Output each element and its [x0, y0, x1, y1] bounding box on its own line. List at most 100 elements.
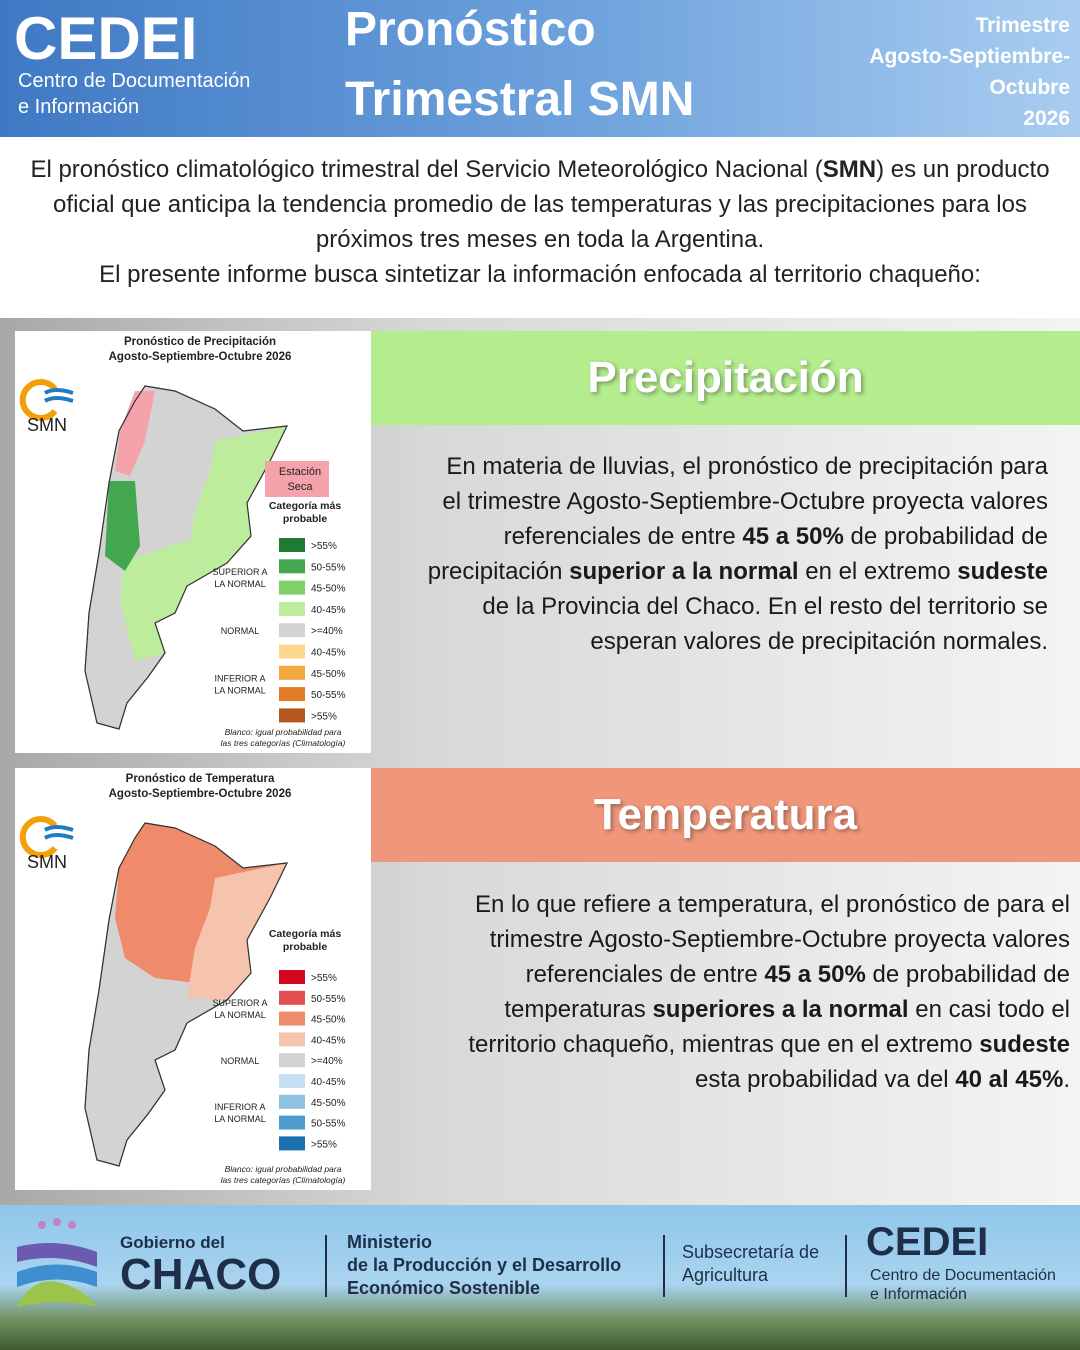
legend-label: >=40% [311, 1056, 343, 1067]
legend-label: >55% [311, 711, 337, 722]
cedei-subtitle: Centro de Documentación [870, 1267, 1056, 1284]
map-title: Agosto-Septiembre-Octubre 2026 [109, 351, 292, 363]
category-label: SUPERIOR A [212, 567, 267, 577]
category-label: INFERIOR A [214, 673, 265, 683]
legend-swatch [279, 601, 305, 616]
map-title: Pronóstico de Temperatura [126, 773, 275, 785]
legend-swatch [279, 1053, 305, 1068]
country-outline [84, 822, 289, 1167]
intro-paragraph: El presente informe busca sintetizar la … [20, 257, 1060, 292]
legend-label: 40-45% [311, 1035, 346, 1046]
legend-swatch [279, 665, 305, 680]
category-label: INFERIOR A [214, 1102, 265, 1112]
smn-logo-wave [43, 825, 74, 840]
legend-swatch [279, 1094, 305, 1109]
emphasis: SMN [822, 156, 877, 183]
section-body: En lo que refiere a temperatura, el pron… [440, 887, 1070, 1097]
ministry: de la Producción y el Desarrollo [347, 1255, 622, 1275]
legend-title: probable [283, 941, 327, 953]
footnote: las tres categorías (Climatología) [221, 1175, 346, 1185]
period-line: Trimestre [975, 14, 1070, 37]
legend-label: >=40% [311, 626, 343, 637]
legend-label: 50-55% [311, 1119, 346, 1130]
legend-label: 45-50% [311, 584, 346, 595]
legend-title: Categoría más [269, 500, 342, 512]
category-label: LA NORMAL [214, 1010, 266, 1020]
emphasis: sudeste [957, 558, 1048, 585]
section-title: Temperatura [593, 790, 858, 839]
gov-logo [17, 1218, 97, 1307]
text-run: de probabilidad de temperaturas [504, 961, 1070, 1023]
map-title: Agosto-Septiembre-Octubre 2026 [109, 788, 292, 800]
category-label: LA NORMAL [214, 579, 266, 589]
country-outline [84, 385, 289, 730]
footnote: Blanco: igual probabilidad para [225, 1164, 342, 1174]
divider [663, 1235, 665, 1297]
text-run: en el extremo [798, 558, 958, 585]
smn-logo-wave [43, 388, 74, 403]
header: CEDEI Centro de Documentación e Informac… [0, 0, 1080, 137]
divider [325, 1235, 327, 1297]
text-run: de la Provincia del Chaco. En el resto d… [482, 593, 1048, 655]
legend-label: >55% [311, 973, 337, 984]
smn-logo-arc [19, 816, 58, 858]
category-label: SUPERIOR A [212, 998, 267, 1008]
emphasis: sudeste [979, 1031, 1070, 1058]
note-text: Estación [279, 466, 321, 478]
legend-swatch [279, 708, 305, 723]
emphasis: superiores a la normal [652, 996, 909, 1023]
logo-subtitle: Centro de Documentación [18, 70, 251, 92]
legend-swatch [279, 623, 305, 638]
legend-swatch [279, 687, 305, 702]
legend-label: 50-55% [311, 562, 346, 573]
legend-swatch [279, 1136, 305, 1151]
legend-swatch [279, 1074, 305, 1088]
emphasis: 45 a 50% [764, 961, 866, 988]
divider [845, 1235, 847, 1297]
legend-label: 40-45% [311, 648, 346, 659]
category-label: LA NORMAL [214, 685, 266, 695]
legend-label: >55% [311, 541, 337, 552]
period-line: Agosto-Septiembre- [869, 45, 1070, 68]
region [105, 481, 140, 571]
text-run: En lo que refiere a temperatura, el pron… [474, 891, 1070, 988]
legend-swatch [279, 644, 305, 659]
map-logo: SMN [27, 415, 67, 435]
legend-label: 45-50% [311, 1098, 346, 1109]
text-run: ) es un producto oficial que anticipa la… [53, 156, 1050, 253]
category-label: NORMAL [221, 626, 260, 636]
footnote: Blanco: igual probabilidad para [225, 727, 342, 737]
section-body: En materia de lluvias, el pronóstico de … [425, 449, 1048, 659]
logo-subtitle: e Información [18, 96, 140, 118]
text-run: En materia de lluvias, el pronóstico de … [442, 453, 1048, 550]
note-text: Seca [287, 481, 313, 493]
emphasis: 45 a 50% [742, 523, 844, 550]
logo-name: CEDEI [14, 5, 198, 72]
map-figure: Pronóstico de Temperatura Agosto-Septiemb… [15, 768, 371, 1190]
legend-swatch [279, 990, 305, 1005]
legend-label: 45-50% [311, 1015, 346, 1026]
period-line: 2026 [1023, 107, 1070, 130]
legend-label: 45-50% [311, 669, 346, 680]
region [187, 863, 287, 1000]
text-run: . [1063, 1066, 1070, 1093]
map-title: Pronóstico de Precipitación [124, 336, 276, 348]
subsecretary: Agricultura [682, 1265, 769, 1285]
map-logo: SMN [27, 852, 67, 872]
text-run: El pronóstico climatológico trimestral d… [30, 156, 823, 183]
legend-swatch [279, 1115, 305, 1130]
text-run: de probabilidad de precipitación [427, 523, 1048, 585]
legend-label: 50-55% [311, 994, 346, 1005]
footer [0, 1205, 1080, 1350]
gov-name: CHACO [120, 1250, 282, 1299]
legend-swatch [279, 1032, 305, 1047]
ministry: Económico Sostenible [347, 1278, 541, 1298]
cedei-name: CEDEI [866, 1220, 989, 1264]
legend-swatch [279, 538, 305, 552]
legend-title: probable [283, 513, 327, 525]
category-label: LA NORMAL [214, 1114, 266, 1124]
footnote: las tres categorías (Climatología) [221, 738, 346, 748]
map-figure: Pronóstico de Precipitación Agosto-Septie… [15, 331, 371, 753]
smn-logo-arc [19, 379, 58, 421]
ministry: Ministerio [347, 1232, 433, 1252]
